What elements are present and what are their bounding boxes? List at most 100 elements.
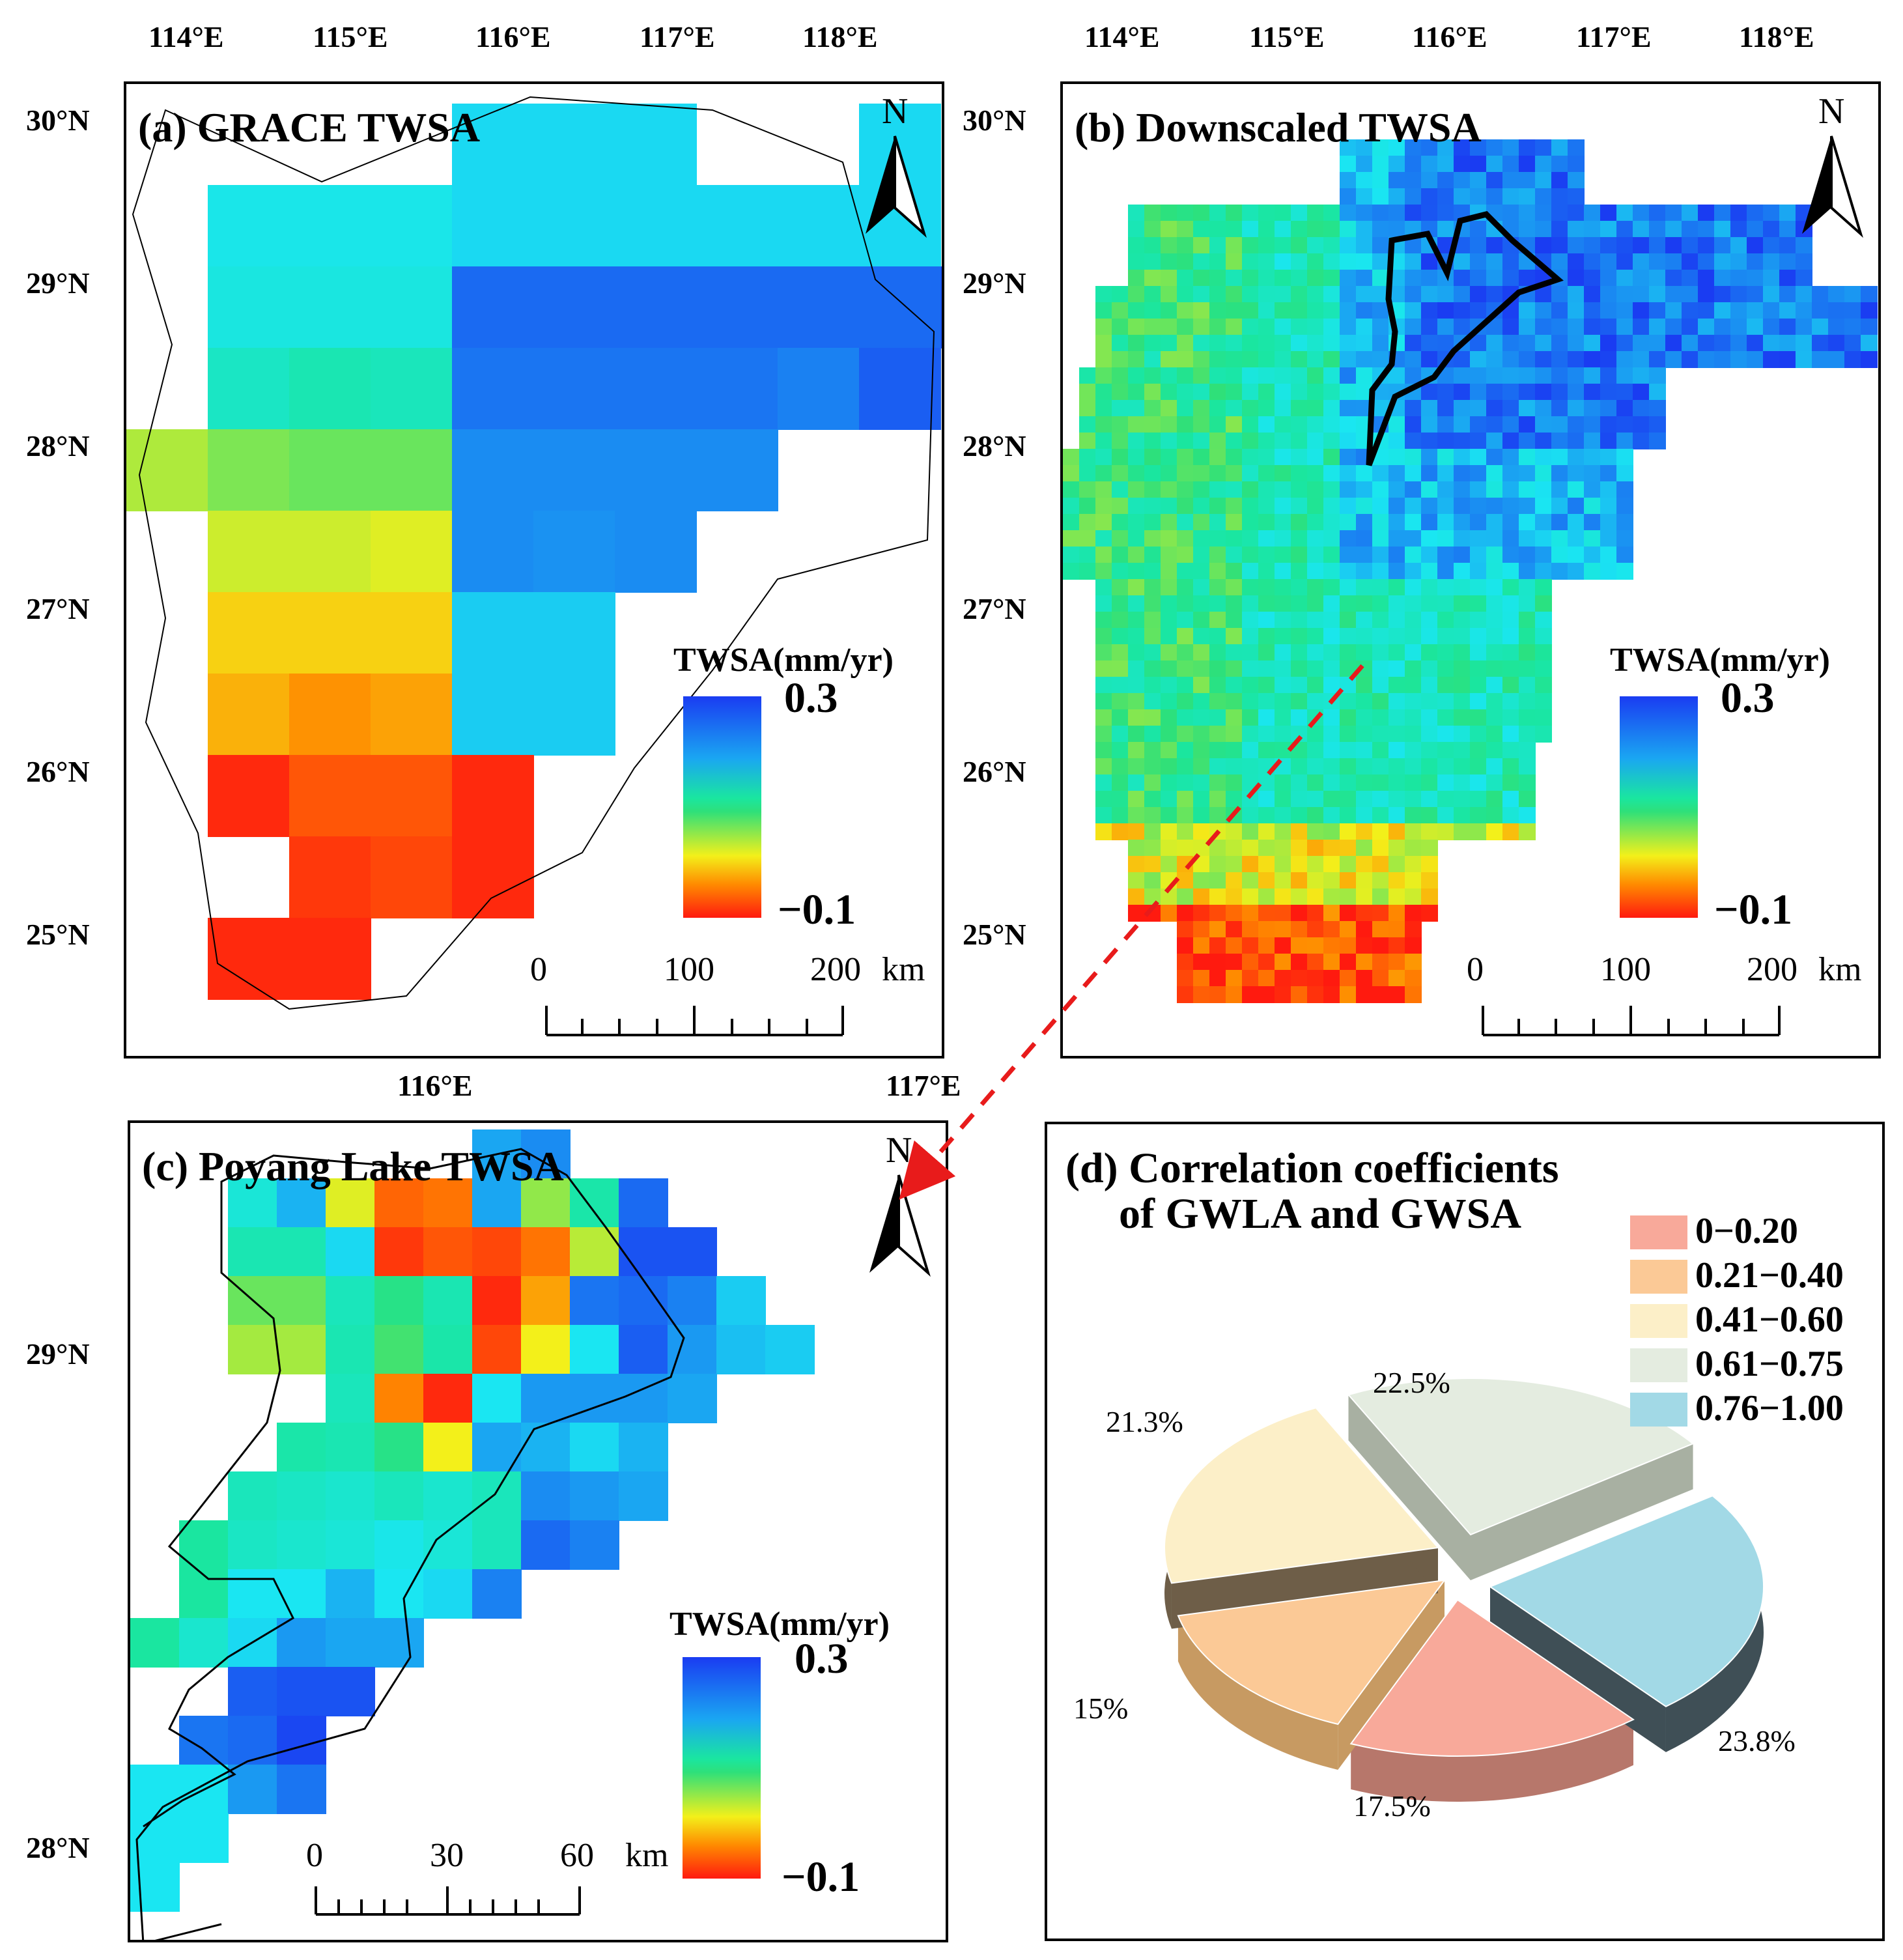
downscaled-cell <box>1437 384 1454 401</box>
downscaled-cell <box>1161 872 1177 889</box>
downscaled-cell <box>1340 856 1357 873</box>
downscaled-cell <box>1519 514 1536 531</box>
downscaled-cell <box>1502 547 1519 563</box>
downscaled-cell <box>1242 791 1259 808</box>
grace-cell <box>289 674 371 756</box>
downscaled-cell <box>1356 823 1373 840</box>
downscaled-cell <box>1405 579 1422 596</box>
downscaled-cell <box>1519 221 1536 238</box>
downscaled-cell <box>1258 970 1275 987</box>
downscaled-cell <box>1209 970 1226 987</box>
downscaled-cell <box>1258 481 1275 498</box>
poyang-cell <box>423 1471 473 1521</box>
downscaled-cell <box>1388 563 1405 580</box>
downscaled-cell <box>1388 628 1405 645</box>
downscaled-cell <box>1307 628 1324 645</box>
downscaled-cell <box>1405 660 1422 677</box>
downscaled-cell <box>1372 400 1389 417</box>
downscaled-cell <box>1682 221 1699 238</box>
downscaled-cell <box>1551 481 1568 498</box>
downscaled-cell <box>1095 335 1112 352</box>
downscaled-cell <box>1502 319 1519 335</box>
downscaled-cell <box>1437 693 1454 710</box>
downscaled-cell <box>1616 416 1633 433</box>
downscaled-cell <box>1519 644 1536 661</box>
grace-cell <box>208 511 290 593</box>
legend-max: 0.3 <box>795 1635 849 1683</box>
downscaled-cell <box>1193 677 1210 694</box>
downscaled-cell <box>1307 302 1324 319</box>
downscaled-cell <box>1405 481 1422 498</box>
downscaled-cell <box>1421 726 1438 743</box>
downscaled-cell <box>1128 595 1145 612</box>
downscaled-cell <box>1291 856 1308 873</box>
downscaled-cell <box>1421 156 1438 173</box>
downscaled-cell <box>1486 302 1503 319</box>
downscaled-cell <box>1323 286 1340 303</box>
downscaled-cell <box>1519 465 1536 482</box>
downscaled-cell <box>1291 302 1308 319</box>
downscaled-cell <box>1388 286 1405 303</box>
downscaled-cell <box>1372 628 1389 645</box>
downscaled-cell <box>1405 449 1422 466</box>
downscaled-cell <box>1551 449 1568 466</box>
downscaled-cell <box>1144 905 1161 922</box>
poyang-cell <box>179 1716 229 1765</box>
downscaled-cell <box>1437 465 1454 482</box>
downscaled-cell <box>1356 595 1373 612</box>
downscaled-cell <box>1112 433 1129 449</box>
downscaled-cell <box>1828 286 1845 303</box>
downscaled-cell <box>1340 351 1357 368</box>
downscaled-cell <box>1258 237 1275 254</box>
downscaled-cell <box>1421 253 1438 270</box>
downscaled-cell <box>1486 758 1503 775</box>
downscaled-cell <box>1779 253 1796 270</box>
downscaled-cell <box>1551 221 1568 238</box>
grace-cell <box>533 592 615 674</box>
downscaled-cell <box>1454 335 1471 352</box>
downscaled-cell <box>1535 693 1552 710</box>
downscaled-cell <box>1161 774 1177 791</box>
legend-min: −0.1 <box>782 1853 860 1901</box>
downscaled-cell <box>1340 840 1357 857</box>
downscaled-cell <box>1275 644 1291 661</box>
downscaled-cell <box>1340 872 1357 889</box>
downscaled-cell <box>1796 335 1812 352</box>
downscaled-cell <box>1340 498 1357 515</box>
downscaled-cell <box>1128 433 1145 449</box>
downscaled-cell <box>1486 791 1503 808</box>
downscaled-cell <box>1258 660 1275 677</box>
downscaled-cell <box>1649 221 1666 238</box>
poyang-map-canvas <box>130 1129 815 1912</box>
downscaled-cell <box>1584 253 1601 270</box>
downscaled-cell <box>1356 481 1373 498</box>
downscaled-cell <box>1421 400 1438 417</box>
downscaled-cell <box>1226 579 1243 596</box>
downscaled-cell <box>1405 286 1422 303</box>
downscaled-cell <box>1144 872 1161 889</box>
downscaled-cell <box>1356 921 1373 938</box>
downscaled-cell <box>1519 400 1536 417</box>
downscaled-cell <box>1486 709 1503 726</box>
downscaled-cell <box>1226 367 1243 384</box>
downscaled-cell <box>1763 319 1780 335</box>
grace-cell <box>289 755 371 837</box>
downscaled-cell <box>1356 530 1373 547</box>
lon-tick-116: 116°E <box>475 20 551 53</box>
downscaled-cell <box>1714 319 1731 335</box>
grace-cell <box>371 266 453 348</box>
downscaled-cell <box>1470 205 1487 221</box>
downscaled-cell <box>1568 400 1585 417</box>
legend-swatch <box>1630 1215 1687 1249</box>
downscaled-cell <box>1226 465 1243 482</box>
downscaled-cell <box>1486 205 1503 221</box>
downscaled-cell <box>1161 302 1177 319</box>
downscaled-cell <box>1535 286 1552 303</box>
downscaled-cell <box>1307 595 1324 612</box>
downscaled-cell <box>1470 465 1487 482</box>
downscaled-cell <box>1161 335 1177 352</box>
downscaled-cell <box>1844 319 1861 335</box>
downscaled-cell <box>1275 416 1291 433</box>
downscaled-cell <box>1193 270 1210 287</box>
poyang-cell <box>374 1471 424 1521</box>
